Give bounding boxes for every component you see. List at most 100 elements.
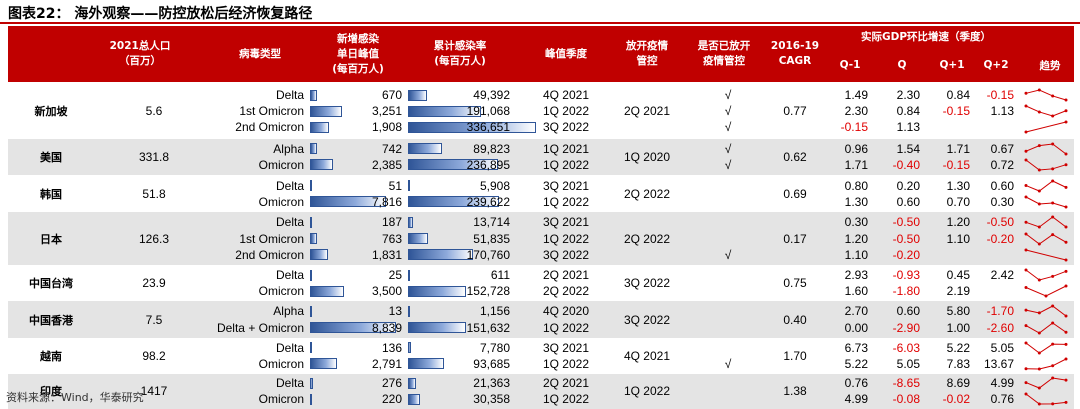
header-open-quarter: 放开疫情 管控 <box>626 40 668 67</box>
trend-point <box>1024 130 1028 134</box>
trend-sparkline <box>1024 232 1068 246</box>
trend-point <box>1051 304 1055 308</box>
opened-check: √ <box>724 141 732 156</box>
trend-point <box>1037 88 1041 92</box>
country-group: 越南 98.2 4Q 2021 1.70 Delta 136 7,780 3Q 2021 6.7… <box>8 338 1074 374</box>
trend-line <box>1025 216 1067 228</box>
title-rule <box>0 22 1080 24</box>
trend-sparkline <box>1024 120 1068 134</box>
opened-check <box>698 340 758 356</box>
trend-sparkline <box>1024 195 1068 209</box>
new-peak-value: 3,500 <box>371 284 402 299</box>
opened-check: √ <box>724 247 732 262</box>
new-peak-value: 742 <box>381 141 402 156</box>
header-q-plus1: Q+1 <box>939 59 965 71</box>
virus-type: Delta <box>275 215 304 230</box>
trend-point <box>1051 201 1055 205</box>
trend-point <box>1037 402 1041 406</box>
virus-type: Alpha <box>273 304 304 319</box>
country-group: 中国香港 7.5 3Q 2022 0.40 Alpha 13 1,156 4Q 2020 2.7… <box>8 301 1074 338</box>
trend-point <box>1051 215 1055 219</box>
trend-point <box>1064 314 1068 318</box>
population-value: 23.9 <box>142 276 166 291</box>
gdp-value: 5.22 <box>844 357 868 372</box>
cagr-value: 0.77 <box>783 104 807 119</box>
cum-rate-bar <box>408 180 411 191</box>
cum-rate-bar <box>408 216 414 228</box>
gdp-value: -8.65 <box>892 376 920 391</box>
gdp-value: 1.30 <box>844 194 868 209</box>
header-population: 2021总人口 （百万） <box>109 40 171 67</box>
trend-point <box>1024 149 1028 153</box>
peak-quarter-value: 4Q 2021 <box>542 88 590 103</box>
virus-type: 1st Omicron <box>239 231 304 246</box>
new-peak-value: 51 <box>388 178 402 193</box>
header-q: Q <box>897 59 907 71</box>
new-peak-bar <box>310 285 345 297</box>
gdp-value: -0.15 <box>986 88 1014 103</box>
trend-line <box>1025 269 1067 281</box>
virus-type: Omicron <box>258 157 304 172</box>
trend-point <box>1064 98 1068 102</box>
virus-type: Delta <box>275 88 304 103</box>
gdp-value: 0.60 <box>896 304 920 319</box>
opened-check <box>698 375 758 391</box>
opened-check: √ <box>724 104 732 119</box>
population-value: 7.5 <box>145 312 163 327</box>
open-quarter-value: 4Q 2021 <box>623 348 671 363</box>
gdp-value: 1.20 <box>946 215 970 230</box>
gdp-value: 1.10 <box>946 231 970 246</box>
population-value: 331.8 <box>138 149 170 164</box>
peak-quarter-value: 1Q 2022 <box>542 104 590 119</box>
virus-type: Omicron <box>258 392 304 407</box>
cagr-value: 1.38 <box>783 384 807 399</box>
country-group: 印度 1417 1Q 2022 1.38 Delta 276 21,363 2Q 2021 0.… <box>8 374 1074 409</box>
gdp-value <box>930 247 970 263</box>
cagr-value: 0.69 <box>783 186 807 201</box>
country-group: 美国 331.8 1Q 2020 0.62 Alpha 742 89,823 1Q 2021 √… <box>8 138 1074 175</box>
peak-quarter-value: 1Q 2022 <box>542 157 590 172</box>
cum-rate-bar <box>408 159 499 171</box>
gdp-value: 0.72 <box>990 157 1014 172</box>
gdp-value: -1.70 <box>986 304 1014 319</box>
new-peak-value: 2,385 <box>371 157 402 172</box>
new-peak-value: 3,251 <box>371 104 402 119</box>
gdp-value: 2.93 <box>844 268 868 283</box>
gdp-value: -0.15 <box>942 104 970 119</box>
country-group: 日本 126.3 2Q 2022 0.17 Delta 187 13,714 3Q 2021 0… <box>8 212 1074 265</box>
gdp-value: 4.99 <box>990 376 1014 391</box>
header-cum-rate: 累计感染率 (每百万人) <box>433 40 487 67</box>
gdp-value: 5.22 <box>946 340 970 355</box>
cum-rate-bar <box>408 322 466 334</box>
opened-check <box>698 283 758 299</box>
trend-point <box>1051 376 1055 380</box>
trend-point <box>1024 268 1028 272</box>
new-peak-value: 763 <box>381 231 402 246</box>
gdp-value: -6.03 <box>892 340 920 355</box>
gdp-value: 5.05 <box>990 340 1014 355</box>
virus-type: 2nd Omicron <box>235 120 304 135</box>
country-name: 中国香港 <box>29 313 73 327</box>
page-title: 图表22： 海外观察——防控放松后经济恢复路径 <box>8 6 313 22</box>
trend-point <box>1064 330 1068 334</box>
cum-rate-bar <box>408 377 417 389</box>
trend-point <box>1064 109 1068 113</box>
gdp-value: -0.08 <box>892 392 920 407</box>
trend-point <box>1024 392 1028 396</box>
cum-rate-value: 21,363 <box>473 376 510 391</box>
country-name: 中国台湾 <box>29 277 73 291</box>
trend-sparkline <box>1024 357 1068 371</box>
cum-rate-bar <box>408 285 467 297</box>
cum-rate-bar <box>408 305 410 317</box>
trend-sparkline <box>1024 142 1068 156</box>
new-peak-bar <box>310 249 328 261</box>
cum-rate-bar <box>408 196 500 208</box>
trend-point <box>1024 381 1028 385</box>
open-quarter-value: 3Q 2022 <box>623 276 671 291</box>
gdp-value: 2.70 <box>844 304 868 319</box>
trend-point <box>1024 195 1028 199</box>
gdp-value: 2.42 <box>990 268 1014 283</box>
trend-point <box>1051 321 1055 325</box>
peak-quarter-value: 1Q 2021 <box>542 141 590 156</box>
new-peak-value: 2,791 <box>371 357 402 372</box>
